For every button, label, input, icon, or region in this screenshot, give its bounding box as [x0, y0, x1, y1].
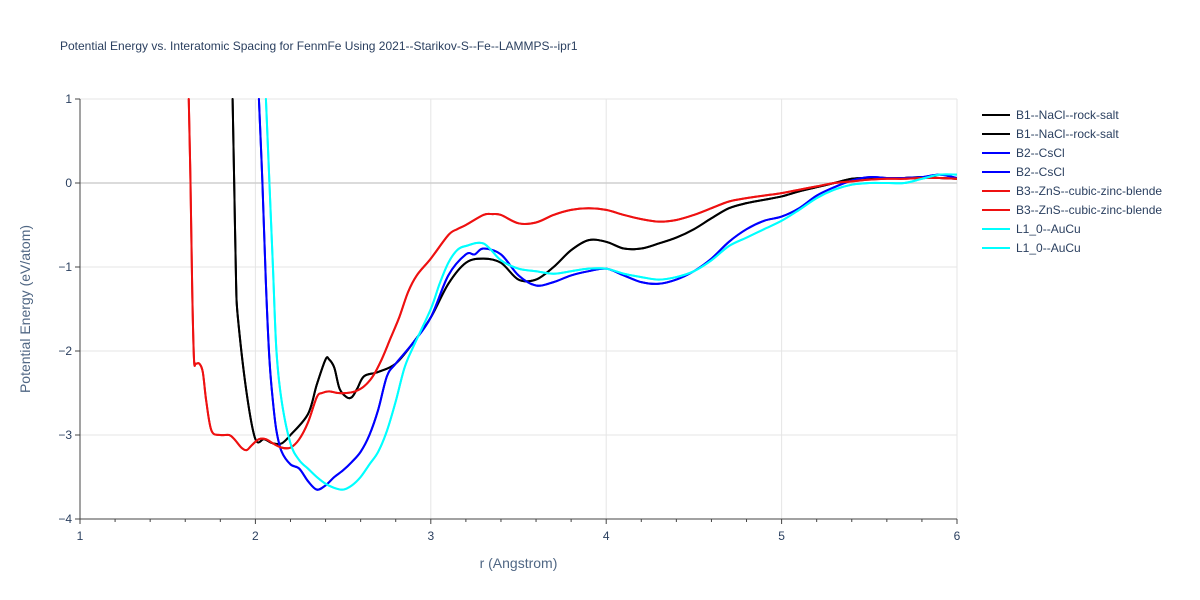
y-tick-label: −1: [58, 260, 72, 274]
legend-label: B2--CsCl: [1016, 146, 1065, 160]
series-layer: [187, 98, 957, 491]
series-line-5: [187, 98, 957, 452]
y-tick-label: 1: [65, 92, 72, 106]
series-line-6: [264, 98, 957, 491]
legend-item[interactable]: L1_0--AuCu: [982, 241, 1081, 255]
legend-item[interactable]: B3--ZnS--cubic-zinc-blende: [982, 203, 1162, 217]
y-tick-label: −4: [58, 512, 72, 526]
x-axis-title: r (Angstrom): [480, 555, 558, 571]
legend-item[interactable]: B1--NaCl--rock-salt: [982, 108, 1119, 122]
legend-label: B3--ZnS--cubic-zinc-blende: [1016, 184, 1162, 198]
y-axis-title: Potential Energy (eV/atom): [17, 225, 33, 393]
x-tick-label: 3: [427, 529, 434, 543]
x-tick-label: 1: [77, 529, 84, 543]
legend-item[interactable]: B1--NaCl--rock-salt: [982, 127, 1119, 141]
y-tick-label: −3: [58, 428, 72, 442]
x-tick-label: 6: [954, 529, 961, 543]
legend-label: L1_0--AuCu: [1016, 222, 1081, 236]
chart-title: Potential Energy vs. Interatomic Spacing…: [60, 39, 578, 53]
y-tick-label: 0: [65, 176, 72, 190]
legend-label: B3--ZnS--cubic-zinc-blende: [1016, 203, 1162, 217]
y-tick-label: −2: [58, 344, 72, 358]
series-line-1: [231, 98, 957, 446]
series-line-2: [257, 98, 957, 491]
x-tick-label: 5: [778, 529, 785, 543]
series-line-3: [257, 98, 957, 491]
axis-layer: 1 2 3 4 5 6 −4 −3 −2 −1 0 1: [58, 92, 960, 543]
x-tick-label: 2: [252, 529, 259, 543]
legend-label: B1--NaCl--rock-salt: [1016, 127, 1119, 141]
grid-layer: [80, 98, 958, 519]
legend-label: B2--CsCl: [1016, 165, 1065, 179]
series-line-7: [264, 98, 957, 491]
legend-label: B1--NaCl--rock-salt: [1016, 108, 1119, 122]
legend-item[interactable]: B2--CsCl: [982, 165, 1065, 179]
legend-item[interactable]: B3--ZnS--cubic-zinc-blende: [982, 184, 1162, 198]
x-tick-label: 4: [603, 529, 610, 543]
legend-item[interactable]: L1_0--AuCu: [982, 222, 1081, 236]
legend[interactable]: B1--NaCl--rock-salt B1--NaCl--rock-salt B2…: [982, 108, 1162, 255]
legend-label: L1_0--AuCu: [1016, 241, 1081, 255]
legend-item[interactable]: B2--CsCl: [982, 146, 1065, 160]
